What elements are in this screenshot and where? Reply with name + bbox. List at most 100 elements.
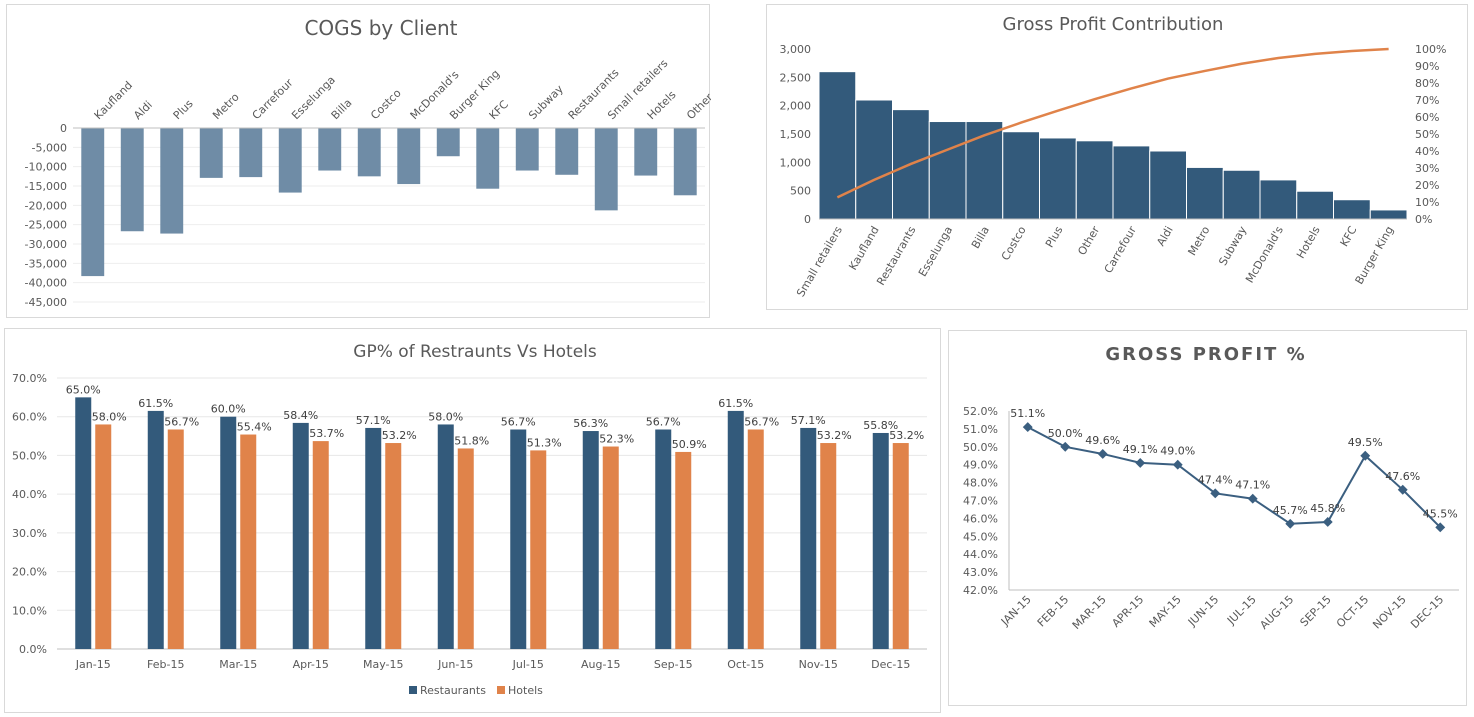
category-label: MAY-15	[1147, 593, 1184, 630]
category-label: Jun-15	[437, 658, 473, 671]
bar	[120, 128, 144, 232]
y-tick-label: 49.0%	[963, 459, 998, 472]
category-label: Dec-15	[871, 658, 910, 671]
category-label: Burger King	[1353, 224, 1397, 287]
data-label: 49.6%	[1085, 434, 1120, 447]
y-tick-label: 30.0%	[12, 527, 47, 540]
category-label: NOV-15	[1370, 593, 1409, 632]
bar	[1075, 140, 1114, 220]
y-tick-label: 0	[804, 213, 811, 226]
bar-hotels	[602, 446, 619, 649]
y-tick-label: 48.0%	[963, 477, 998, 490]
y-tick-label: 3,000	[780, 43, 812, 56]
gross-profit-line	[1027, 426, 1441, 529]
bar-restaurants	[510, 429, 527, 649]
y-tick-label: -40,000	[25, 277, 67, 290]
y-tick-label: -10,000	[25, 161, 67, 174]
data-label: 53.2%	[889, 429, 924, 442]
y-tick-label: -25,000	[25, 219, 67, 232]
gp-restaurants-hotels-chart: GP% of Restraunts Vs Hotels 0.0% 10.0% 20.0…	[12, 342, 927, 697]
gross-profit-contribution-panel[interactable]: Gross Profit Contribution 0 500 1,000 1,500 2…	[766, 4, 1468, 310]
bar-hotels	[312, 441, 329, 649]
data-label: 61.5%	[138, 397, 173, 410]
data-label: 49.0%	[1160, 445, 1195, 458]
data-label: 50.9%	[672, 438, 707, 451]
category-label: Aug-15	[581, 658, 620, 671]
bar	[397, 128, 421, 185]
bar	[673, 128, 697, 196]
bar	[855, 99, 893, 220]
category-label: Kaufland	[846, 224, 881, 272]
bar-hotels	[457, 448, 474, 649]
category-label: Apr-15	[293, 658, 329, 671]
gross-profit-contribution-chart: Gross Profit Contribution 0 500 1,000 1,500 2…	[780, 14, 1447, 299]
category-label: Other	[684, 91, 711, 123]
category-label: Subway	[526, 82, 566, 122]
category-label: Plus	[171, 97, 196, 122]
category-label: Hotels	[645, 88, 679, 122]
category-label: Oct-15	[727, 658, 764, 671]
data-label: 53.7%	[309, 427, 344, 440]
bar	[515, 128, 539, 171]
data-label: 50.0%	[1048, 427, 1083, 440]
bar	[928, 121, 967, 220]
data-point	[1210, 488, 1221, 499]
data-label: 51.1%	[1010, 407, 1045, 420]
bar-restaurants	[365, 427, 382, 649]
data-label: 56.7%	[744, 415, 779, 428]
data-point	[1397, 484, 1408, 495]
bar	[594, 128, 618, 211]
bar	[1296, 190, 1334, 220]
bar-restaurants	[582, 431, 599, 649]
bar-restaurants	[727, 410, 744, 649]
category-label: Jan-15	[75, 658, 111, 671]
bar	[818, 71, 857, 220]
chart-title: GP% of Restraunts Vs Hotels	[353, 342, 597, 362]
bar-hotels	[240, 434, 257, 649]
data-label: 51.8%	[454, 434, 489, 447]
y2-tick-label: 100%	[1415, 43, 1446, 56]
category-label: JUN-15	[1185, 593, 1221, 629]
bar-restaurants	[75, 397, 92, 649]
bar-hotels	[747, 429, 764, 649]
bar-hotels	[892, 443, 909, 649]
bar-restaurants	[147, 410, 164, 649]
category-label: Small retailers	[794, 224, 845, 299]
bar	[476, 128, 500, 189]
y-tick-label: 44.0%	[963, 548, 998, 561]
y-tick-label: 70.0%	[12, 372, 47, 385]
y-tick-label: 40.0%	[12, 488, 47, 501]
category-label: Kaufland	[92, 79, 135, 122]
category-label: Costco	[368, 86, 404, 122]
category-label: OCT-15	[1334, 593, 1371, 630]
category-label: McDonald's	[1243, 224, 1286, 286]
y2-tick-label: 50%	[1415, 128, 1439, 141]
bar	[1002, 131, 1040, 220]
category-label: Plus	[1043, 224, 1066, 250]
bar	[1259, 179, 1298, 220]
data-label: 56.7%	[501, 415, 536, 428]
data-label: 65.0%	[66, 383, 101, 396]
cogs-chart-panel[interactable]: COGS by Client 0 -5,000 -10,000 -15,000 -20,0…	[6, 4, 711, 318]
gp-restaurants-hotels-panel[interactable]: GP% of Restraunts Vs Hotels 0.0% 10.0% 20.0…	[4, 328, 941, 713]
y2-tick-label: 10%	[1415, 196, 1439, 209]
data-label: 57.1%	[356, 414, 391, 427]
gross-profit-percent-chart: GROSS PROFIT % 42.0% 43.0% 44.0% 45.0% 46.0% 4…	[963, 344, 1459, 632]
category-label: Aldi	[131, 98, 155, 122]
bar-restaurants	[292, 422, 309, 649]
data-label: 45.5%	[1423, 507, 1458, 520]
y2-tick-label: 70%	[1415, 94, 1439, 107]
category-label: Jul-15	[512, 658, 544, 671]
category-label: Subway	[1216, 224, 1249, 268]
bar	[555, 128, 579, 175]
gross-profit-percent-panel[interactable]: GROSS PROFIT % 42.0% 43.0% 44.0% 45.0% 46.0% 4…	[948, 330, 1467, 706]
y-tick-label: -45,000	[25, 296, 67, 309]
bar-hotels	[530, 450, 547, 649]
data-point	[1022, 422, 1033, 433]
data-label: 58.4%	[283, 409, 318, 422]
category-label: Aldi	[1154, 224, 1176, 248]
data-label: 47.6%	[1385, 470, 1420, 483]
data-label: 56.7%	[646, 415, 681, 428]
bar-hotels	[820, 443, 837, 649]
data-label: 57.1%	[791, 414, 826, 427]
